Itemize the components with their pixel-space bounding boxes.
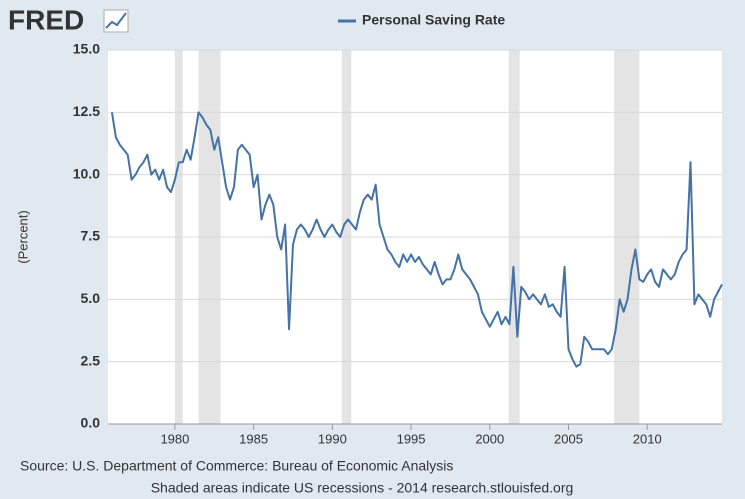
y-tick-label: 2.5	[81, 352, 101, 368]
logo: FRED	[8, 4, 84, 35]
series-line	[110, 111, 723, 368]
x-tick-label: 2005	[554, 431, 583, 446]
x-tick-label: 2000	[475, 431, 504, 446]
y-axis-label: (Percent)	[15, 210, 30, 263]
source: Source: U.S. Department of Commerce: Bur…	[20, 458, 453, 474]
logo-icon-line	[105, 12, 127, 29]
x-tick-label: 1985	[239, 431, 268, 446]
y-tick-label: 0.0	[81, 415, 101, 431]
y-tick-label: 7.5	[81, 228, 101, 244]
note: Shaded areas indicate US recessions - 20…	[151, 480, 574, 496]
logo-icon	[103, 9, 129, 33]
x-tick-label: 1980	[160, 431, 189, 446]
x-tick-label: 1995	[397, 431, 426, 446]
legend-label: Personal Saving Rate	[362, 12, 505, 28]
y-tick-label: 5.0	[81, 290, 101, 306]
x-tick-label: 2010	[633, 431, 662, 446]
y-tick-label: 15.0	[73, 41, 100, 57]
x-tick-label: 1990	[318, 431, 347, 446]
y-tick-label: 12.5	[73, 103, 100, 119]
y-tick-label: 10.0	[73, 165, 100, 181]
